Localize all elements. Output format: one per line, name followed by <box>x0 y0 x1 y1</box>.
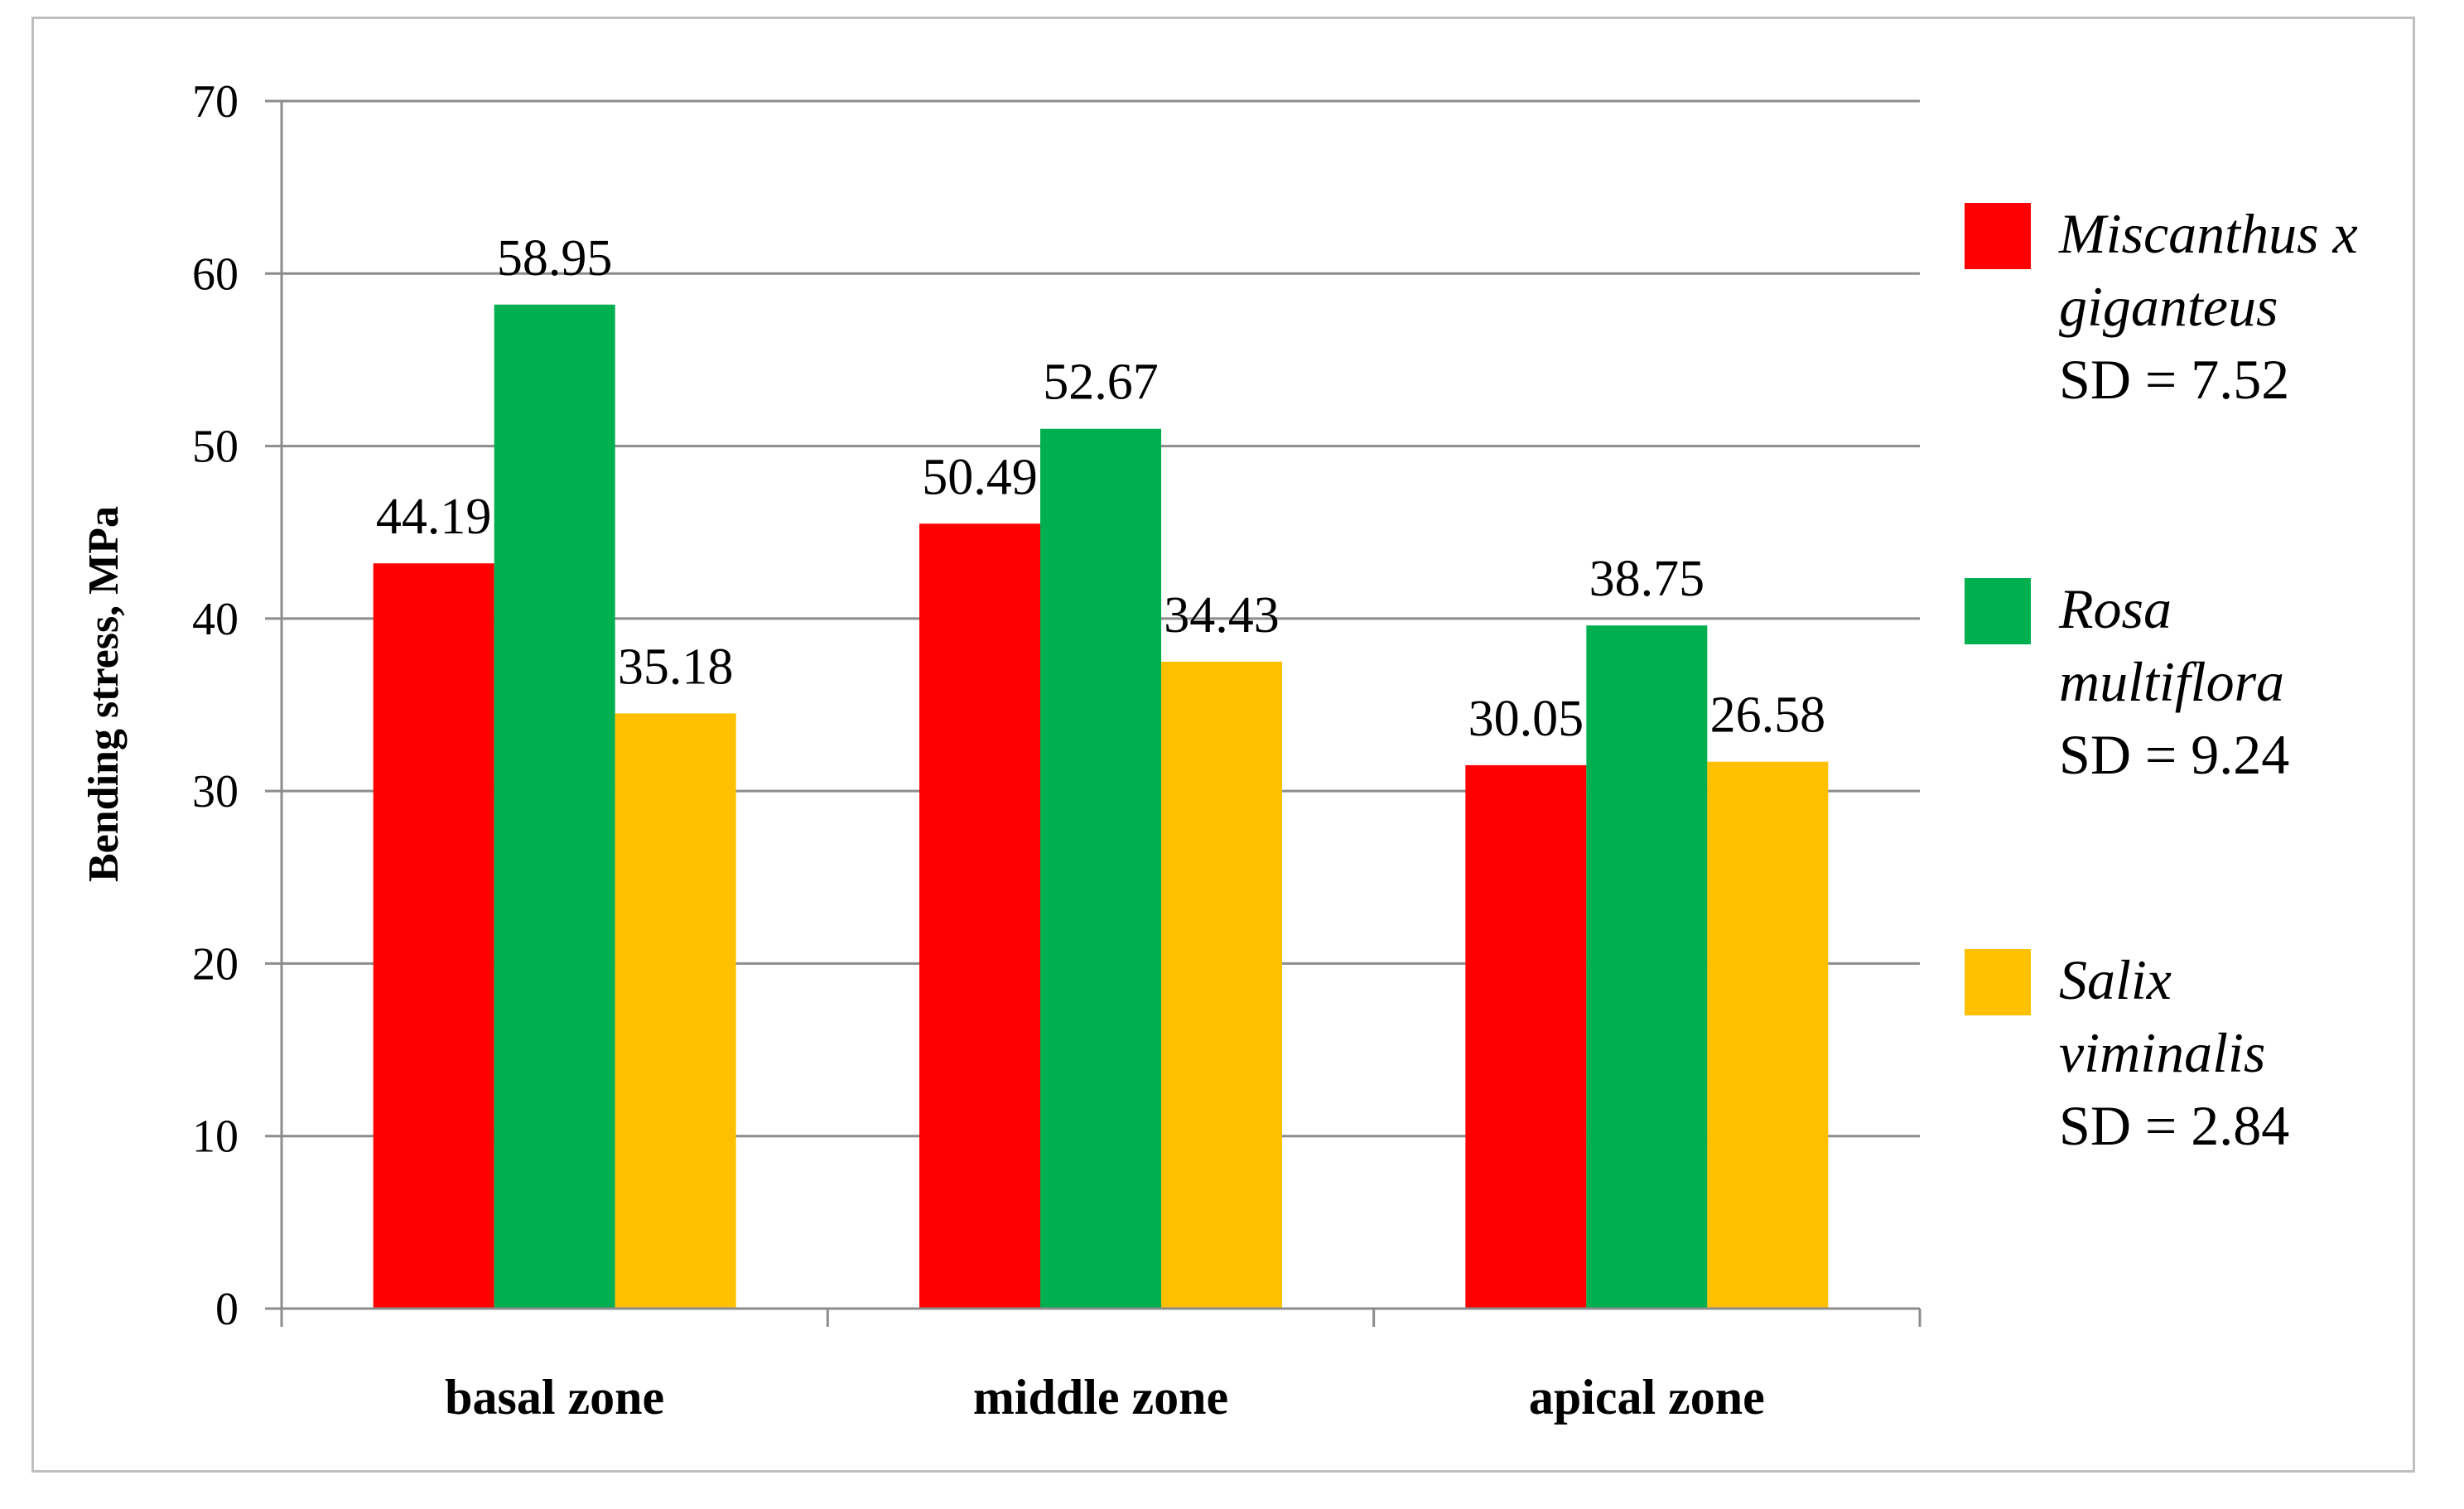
bars <box>373 304 1829 1309</box>
bar <box>615 713 736 1309</box>
bar <box>1161 661 1282 1309</box>
data-label: 52.67 <box>1043 354 1159 411</box>
legend-swatch <box>1965 578 2031 644</box>
data-label: 34.43 <box>1164 587 1280 644</box>
y-tick-label: 10 <box>192 1111 239 1163</box>
y-tick-labels: 0 10 20 30 40 50 60 70 <box>192 76 239 1335</box>
legend-series-name: Rosa <box>2058 577 2172 640</box>
legend-swatch <box>1965 203 2031 269</box>
legend-series-name: multiflora <box>2059 650 2284 713</box>
bar <box>1040 428 1161 1309</box>
legend-item: Rosa multiflora SD = 9.24 <box>1965 577 2289 786</box>
bar <box>373 563 494 1309</box>
bar <box>1707 761 1829 1309</box>
data-label: 38.75 <box>1589 551 1705 607</box>
bar <box>494 304 615 1309</box>
legend-series-name: viminalis <box>2059 1021 2265 1084</box>
y-tick-label: 60 <box>192 248 239 300</box>
x-category-label: apical zone <box>1529 1370 1765 1425</box>
data-label: 30.05 <box>1468 691 1584 747</box>
legend-series-name: Salix <box>2059 948 2172 1011</box>
legend-sd-label: SD = 2.84 <box>2059 1094 2289 1157</box>
data-label: 44.19 <box>376 489 492 545</box>
y-axis-title: Bending stress, MPa <box>80 506 128 882</box>
data-label: 35.18 <box>618 639 734 695</box>
x-category-label: middle zone <box>973 1370 1228 1425</box>
data-label: 26.58 <box>1710 687 1826 744</box>
bar <box>919 523 1040 1309</box>
x-category-label: basal zone <box>445 1370 664 1425</box>
legend: Miscanthus x giganteus SD = 7.52 Rosa multif… <box>1965 202 2358 1157</box>
legend-sd-label: SD = 7.52 <box>2059 348 2289 411</box>
data-label: 50.49 <box>922 449 1038 505</box>
legend-item: Salix viminalis SD = 2.84 <box>1965 948 2289 1157</box>
category-labels: basal zone middle zone apical zone <box>445 1370 1765 1425</box>
y-tick-label: 20 <box>192 938 239 990</box>
axes <box>265 99 1922 1327</box>
y-tick-label: 70 <box>192 76 239 128</box>
legend-swatch <box>1965 949 2031 1015</box>
bar <box>1465 764 1587 1309</box>
legend-sd-label: SD = 9.24 <box>2059 723 2289 786</box>
legend-series-name: giganteus <box>2059 275 2278 338</box>
y-tick-label: 0 <box>215 1284 239 1335</box>
bar <box>1586 625 1708 1309</box>
y-tick-label: 50 <box>192 422 239 473</box>
y-tick-label: 40 <box>192 594 239 645</box>
y-tick-label: 30 <box>192 766 239 817</box>
data-label: 58.95 <box>497 230 613 287</box>
legend-series-name: Miscanthus x <box>2058 202 2358 265</box>
legend-item: Miscanthus x giganteus SD = 7.52 <box>1965 202 2358 411</box>
